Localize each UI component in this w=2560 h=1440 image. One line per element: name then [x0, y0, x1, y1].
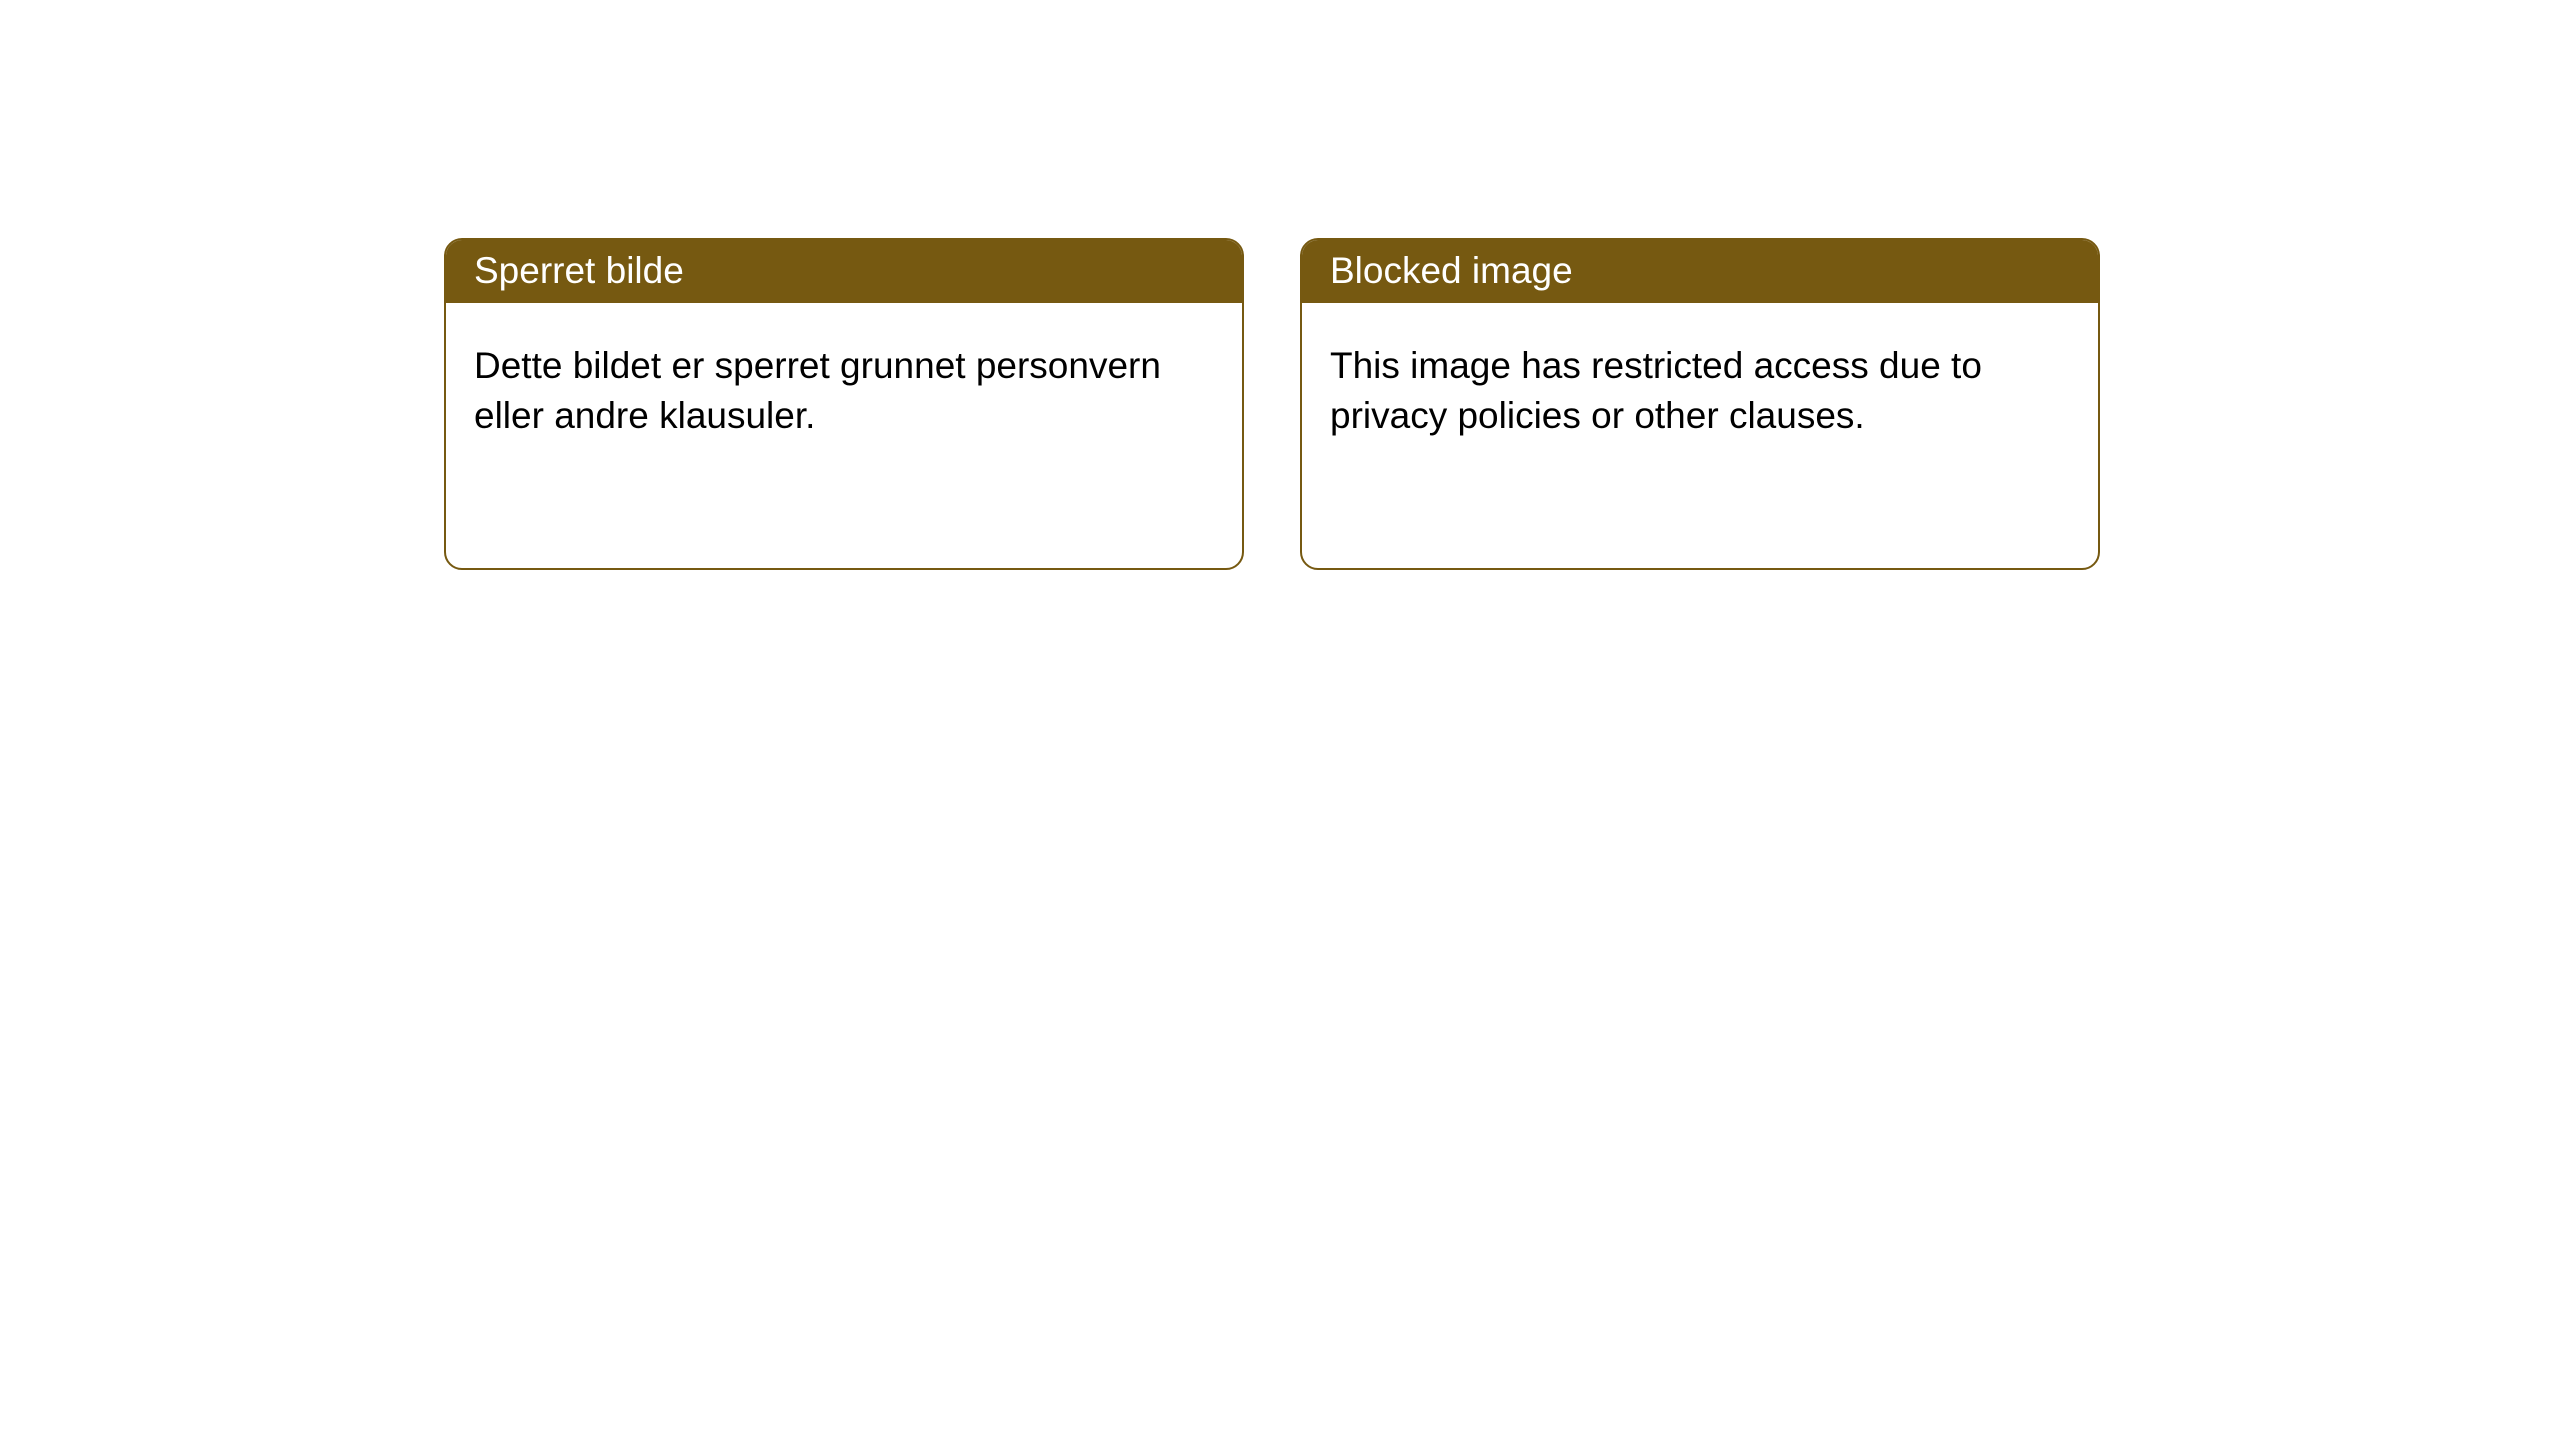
notice-cards-container: Sperret bilde Dette bildet er sperret gr… — [0, 0, 2560, 570]
notice-card-norwegian: Sperret bilde Dette bildet er sperret gr… — [444, 238, 1244, 570]
card-header: Blocked image — [1302, 240, 2098, 303]
notice-card-english: Blocked image This image has restricted … — [1300, 238, 2100, 570]
card-body: This image has restricted access due to … — [1302, 303, 2098, 469]
card-body: Dette bildet er sperret grunnet personve… — [446, 303, 1242, 469]
card-header: Sperret bilde — [446, 240, 1242, 303]
